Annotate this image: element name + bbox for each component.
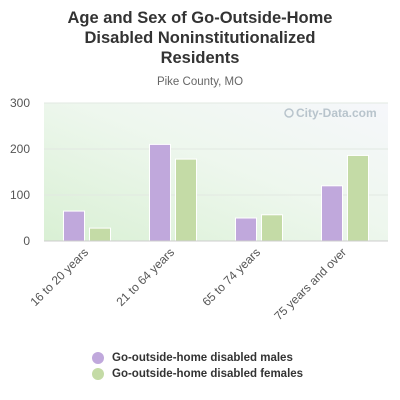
legend-item-females: Go-outside-home disabled females: [92, 366, 303, 382]
y-tick-label: 200: [10, 142, 30, 156]
watermark: City-Data.com: [296, 106, 377, 120]
chart-title-line-3: Residents: [160, 49, 240, 67]
bar-females-3: [347, 154, 369, 242]
chart-title-line-1: Age and Sex of Go-Outside-Home: [67, 9, 333, 27]
bar-females-1: [175, 158, 197, 242]
bar-males-2: [235, 217, 257, 242]
x-tick-label: 21 to 64 years: [113, 245, 177, 309]
watermark-icon: [284, 108, 294, 118]
chart-title-line-2: Disabled Noninstitutionalized: [84, 29, 316, 47]
legend: Go-outside-home disabled males Go-outsid…: [92, 350, 303, 382]
y-tick-label: 100: [10, 188, 30, 202]
bar-males-0: [63, 210, 85, 242]
bar-males-1: [149, 143, 171, 242]
chart-subtitle: Pike County, MO: [156, 76, 244, 88]
legend-swatch-females: [92, 368, 104, 380]
bar-females-0: [89, 227, 111, 242]
legend-label-males: Go-outside-home disabled males: [112, 352, 293, 364]
x-tick-label: 65 to 74 years: [199, 245, 263, 309]
x-tick-label: 16 to 20 years: [27, 245, 91, 309]
bar-males-3: [321, 185, 343, 242]
bar-females-2: [261, 214, 283, 242]
legend-swatch-males: [92, 352, 104, 364]
legend-item-males: Go-outside-home disabled males: [92, 350, 303, 366]
y-tick-label: 300: [10, 96, 30, 110]
chart-title: Age and Sex of Go-Outside-Home Disabled …: [0, 8, 400, 68]
x-tick-label: 75 years and over: [271, 245, 349, 323]
legend-label-females: Go-outside-home disabled females: [112, 368, 304, 380]
y-tick-label: 0: [23, 234, 30, 248]
